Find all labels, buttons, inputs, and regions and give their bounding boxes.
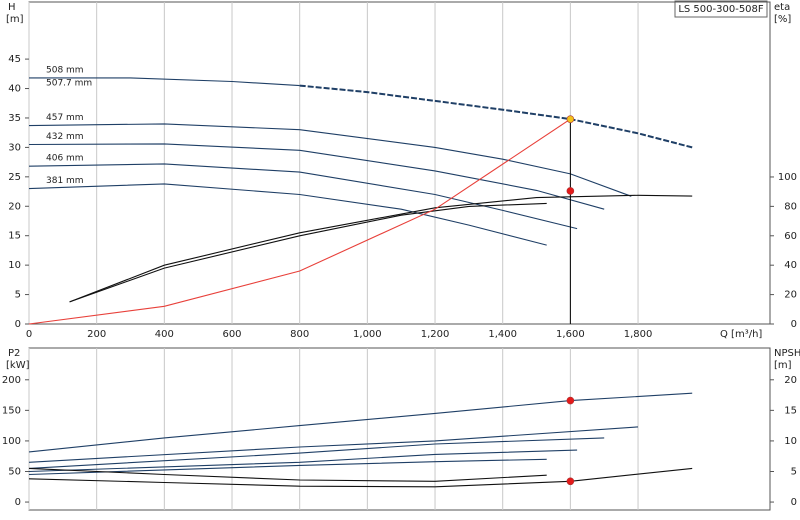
- y2-tick-label: 5: [791, 466, 797, 477]
- x-tick-label: 0: [26, 329, 32, 340]
- y2-tick-label: 100: [778, 172, 797, 183]
- y-tick-label: 5: [15, 290, 21, 301]
- plot-frame: [28, 1, 771, 325]
- y2-tick-label: 15: [784, 405, 797, 416]
- y2-tick-label: 60: [784, 231, 797, 242]
- curve: [28, 392, 693, 453]
- curve: [28, 467, 693, 488]
- y-tick-label: 35: [8, 113, 21, 124]
- curve: [28, 118, 571, 325]
- curve: [28, 426, 639, 463]
- plot-frame: [28, 347, 771, 511]
- x-tick-label: 1,600: [556, 329, 585, 340]
- curve: [69, 194, 693, 303]
- curve: [28, 437, 605, 469]
- y2-axis-unit: [m]: [774, 360, 792, 371]
- y-tick-label: 200: [2, 375, 21, 386]
- y-axis-unit: [kW]: [6, 360, 30, 371]
- y-axis-unit: [m]: [6, 14, 24, 25]
- y-tick-label: 0: [15, 497, 21, 508]
- curve: [28, 449, 578, 473]
- x-tick-label: 800: [290, 329, 309, 340]
- chart-title: LS 500-300-508F: [678, 4, 764, 15]
- y-tick-label: 150: [2, 405, 21, 416]
- curve-label: 508 mm: [46, 65, 84, 75]
- curve-label: 507.7 mm: [46, 78, 92, 88]
- curve: [28, 163, 578, 230]
- y-tick-label: 50: [8, 466, 21, 477]
- y2-tick-label: 0: [791, 319, 797, 330]
- curve-label: 406 mm: [46, 154, 84, 164]
- duty-point: [566, 115, 575, 123]
- y-tick-label: 30: [8, 142, 21, 153]
- y-tick-label: 25: [8, 172, 21, 183]
- curve-label: 381 mm: [46, 176, 84, 186]
- y2-axis-label: eta: [774, 2, 790, 13]
- x-tick-label: 1,800: [624, 329, 653, 340]
- curve-label: 457 mm: [46, 113, 84, 123]
- y-tick-label: 10: [8, 260, 21, 271]
- y2-tick-label: 20: [784, 375, 797, 386]
- title-box: [674, 0, 768, 18]
- x-tick-label: 1,400: [488, 329, 517, 340]
- x-tick-label: 200: [87, 329, 106, 340]
- y2-tick-label: 10: [784, 436, 797, 447]
- duty-point: [566, 187, 575, 195]
- x-tick-label: 600: [222, 329, 241, 340]
- y2-tick-label: 20: [784, 290, 797, 301]
- curve: [69, 202, 547, 303]
- y-tick-label: 20: [8, 201, 21, 212]
- duty-point: [566, 477, 575, 486]
- y2-tick-label: 80: [784, 201, 797, 212]
- y2-tick-label: 0: [791, 497, 797, 508]
- y-tick-label: 15: [8, 231, 21, 242]
- curve: [28, 143, 605, 210]
- curve-label: 432 mm: [46, 132, 84, 142]
- y-axis-label: H: [8, 2, 16, 13]
- x-axis-label: Q [m³/h]: [720, 329, 762, 340]
- curve: [29, 77, 300, 87]
- y2-axis-label: NPSH: [774, 348, 800, 359]
- curve: [299, 84, 693, 149]
- x-tick-label: 400: [155, 329, 174, 340]
- curve: [28, 458, 547, 476]
- y-tick-label: 0: [15, 319, 21, 330]
- y-tick-label: 40: [8, 84, 21, 95]
- y-axis-label: P2: [8, 348, 20, 359]
- y-tick-label: 45: [8, 54, 21, 65]
- y-tick-label: 100: [2, 436, 21, 447]
- y2-axis-unit: [%]: [774, 14, 791, 25]
- duty-point: [566, 396, 575, 405]
- x-tick-label: 1,200: [421, 329, 450, 340]
- curve: [28, 467, 547, 482]
- curve: [28, 183, 547, 246]
- y2-tick-label: 40: [784, 260, 797, 271]
- x-tick-label: 1,000: [353, 329, 382, 340]
